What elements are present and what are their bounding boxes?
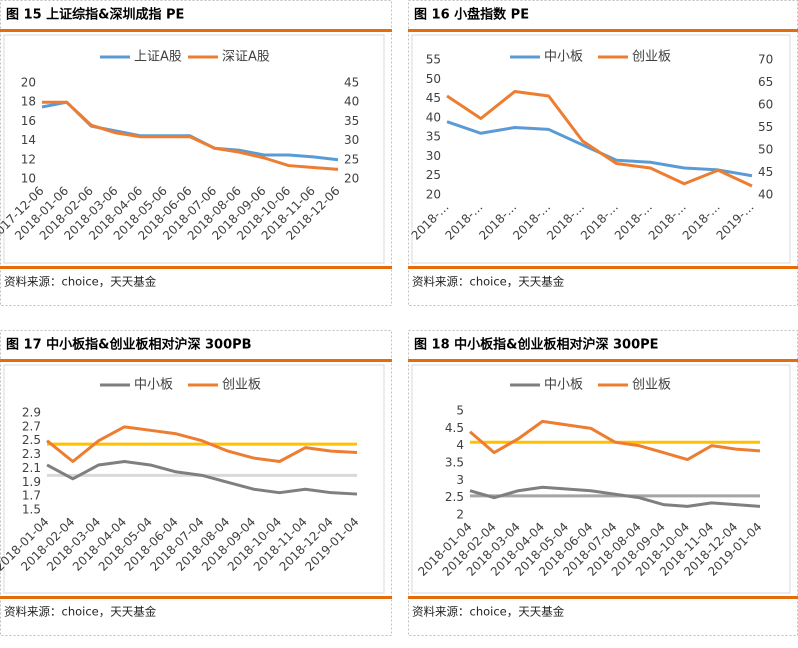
series-line [46, 425, 358, 463]
y-tick-label: 2.7 [22, 419, 41, 433]
series-line [42, 100, 339, 171]
y2-tick-label: 20 [344, 172, 359, 186]
figure-title: 图 16 小盘指数 PE [414, 7, 529, 23]
series-line [446, 90, 753, 188]
legend-label: 创业板 [632, 378, 671, 393]
y-tick-label: 40 [426, 110, 441, 124]
rule [0, 266, 392, 269]
y-tick-label: 5 [456, 404, 464, 418]
chart-area [411, 34, 791, 264]
y-tick-label: 3 [456, 473, 464, 487]
y-tick-label: 55 [426, 53, 441, 67]
y-tick-label: 20 [426, 188, 441, 202]
y-tick-label: 1.9 [22, 475, 41, 489]
legend-label: 上证A股 [134, 50, 182, 65]
y-tick-label: 20 [21, 76, 36, 90]
rule [408, 596, 798, 599]
y2-tick-label: 25 [344, 152, 359, 166]
y-tick-label: 2.3 [22, 447, 41, 461]
series-line [469, 485, 761, 508]
panel-frame [408, 330, 798, 636]
legend-label: 创业板 [222, 378, 261, 393]
series-line [46, 460, 358, 496]
y-tick-label: 14 [21, 133, 36, 147]
y2-tick-label: 70 [758, 53, 773, 67]
y2-tick-label: 45 [344, 76, 359, 90]
chart-area [3, 364, 385, 594]
series-line [446, 120, 753, 178]
x-tick-label: 2019-… [714, 200, 757, 243]
y2-tick-label: 30 [344, 133, 359, 147]
y-tick-label: 1.7 [22, 489, 41, 503]
y-tick-label: 2.5 [445, 490, 464, 504]
y-tick-label: 35 [426, 130, 441, 144]
chart-area [411, 364, 791, 594]
rule [408, 359, 798, 362]
figure-title: 图 15 上证综指&深圳成指 PE [6, 7, 184, 23]
y-tick-label: 10 [21, 172, 36, 186]
y-tick-label: 3.5 [445, 456, 464, 470]
y2-tick-label: 40 [758, 188, 773, 202]
rule [408, 266, 798, 269]
y-tick-label: 18 [21, 95, 36, 109]
figure-title: 图 17 中小板指&创业板相对沪深 300PB [6, 337, 252, 353]
rule [0, 596, 392, 599]
legend-label: 创业板 [632, 50, 671, 65]
legend-label: 中小板 [134, 378, 173, 393]
y-tick-label: 16 [21, 114, 36, 128]
y-tick-label: 50 [426, 72, 441, 86]
y2-tick-label: 65 [758, 75, 773, 89]
y-tick-label: 45 [426, 91, 441, 105]
y-tick-label: 2.5 [22, 433, 41, 447]
y-tick-label: 4 [456, 438, 464, 452]
panel-frame [0, 0, 392, 306]
source: 资料来源：choice，天天基金 [4, 275, 157, 289]
rule [0, 29, 392, 32]
series-line [469, 419, 761, 462]
legend-label: 中小板 [544, 50, 583, 65]
y2-tick-label: 35 [344, 114, 359, 128]
y-tick-label: 30 [426, 149, 441, 163]
rule [408, 29, 798, 32]
rule [0, 359, 392, 362]
y2-tick-label: 40 [344, 95, 359, 109]
source: 资料来源：choice，天天基金 [412, 275, 565, 289]
y-tick-label: 2.9 [22, 406, 41, 420]
y-tick-label: 2.1 [22, 461, 41, 475]
panel-frame [0, 330, 392, 636]
source: 资料来源：choice，天天基金 [4, 605, 157, 619]
y-tick-label: 12 [21, 152, 36, 166]
y-tick-label: 1.5 [22, 503, 41, 517]
y2-tick-label: 60 [758, 98, 773, 112]
chart-area [3, 34, 385, 264]
y-tick-label: 2 [456, 508, 464, 522]
legend-label: 中小板 [544, 378, 583, 393]
source: 资料来源：choice，天天基金 [412, 605, 565, 619]
figure-title: 图 18 中小板指&创业板相对沪深 300PE [414, 337, 659, 353]
y2-tick-label: 50 [758, 143, 773, 157]
series-line [41, 100, 339, 162]
y2-tick-label: 45 [758, 165, 773, 179]
y-tick-label: 4.5 [445, 421, 464, 435]
y2-tick-label: 55 [758, 120, 773, 134]
legend-label: 深证A股 [222, 50, 270, 65]
y-tick-label: 25 [426, 168, 441, 182]
